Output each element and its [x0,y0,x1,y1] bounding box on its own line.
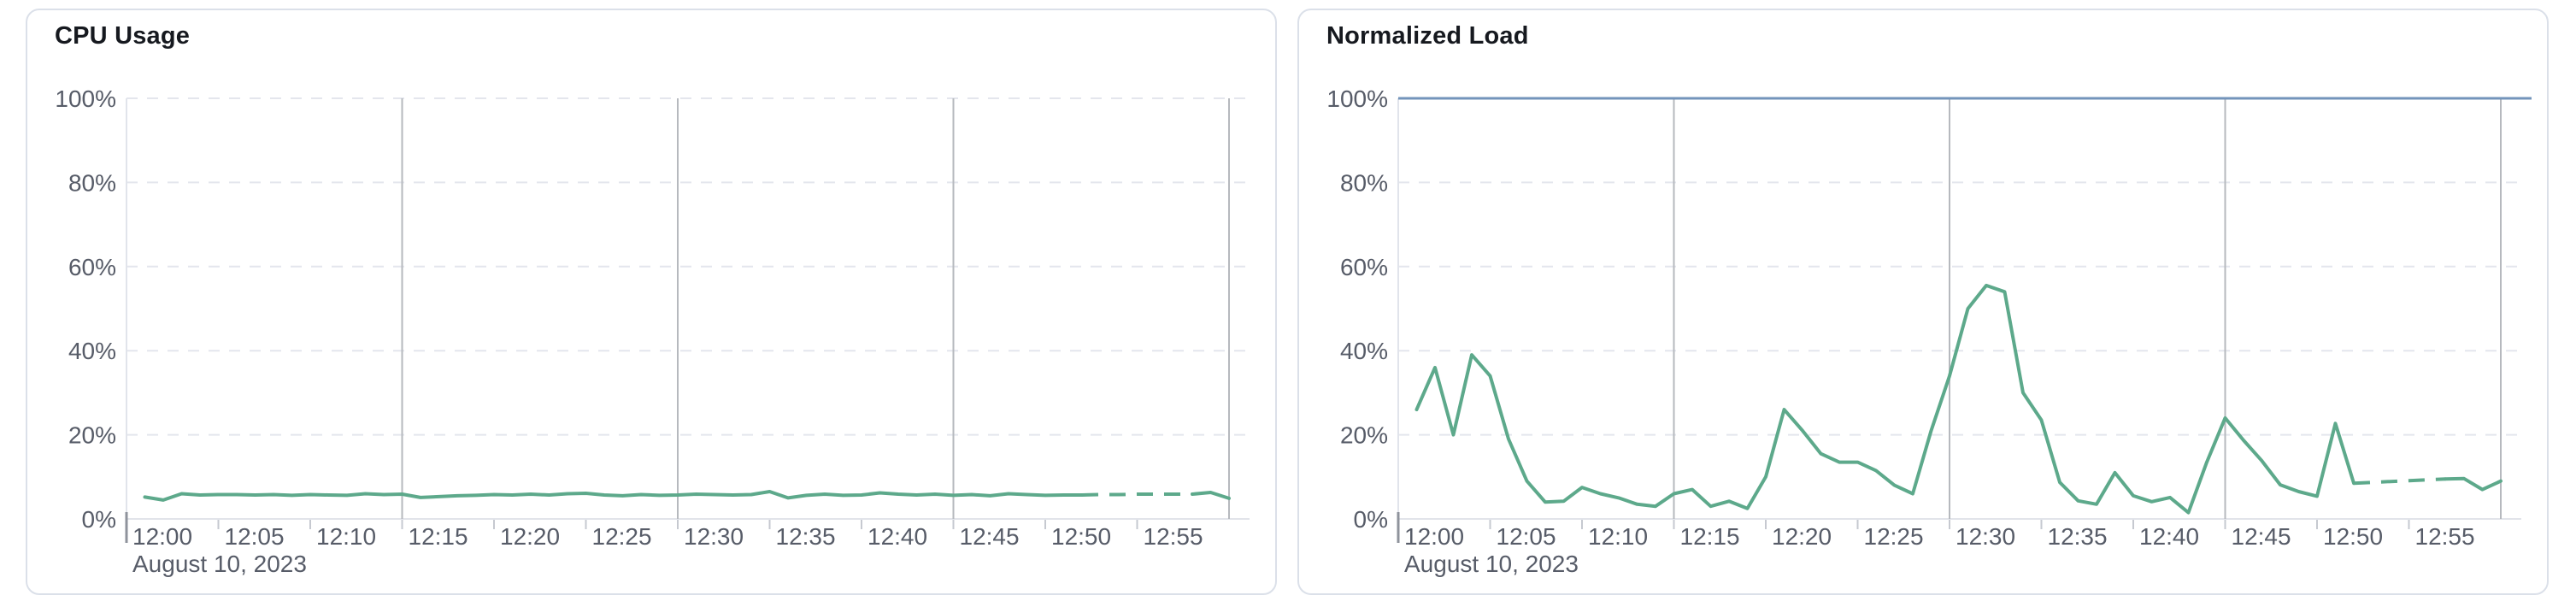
x-axis-tick-label: 12:40 [2139,523,2199,550]
x-axis-tick-label: 12:25 [1864,523,1924,550]
y-axis-tick-label: 40% [1340,338,1388,364]
x-axis-tick-label: 12:20 [500,523,560,550]
series-line-normalized-load-forecast [2353,477,2446,486]
x-axis-tick-label: 12:40 [867,523,927,550]
series-line-normalized-load [2444,476,2502,492]
x-axis-tick-label: 12:20 [1772,523,1832,550]
series-line-cpu-usage [143,490,1084,502]
x-axis-tick-label: 12:10 [1588,523,1648,550]
chart-title-cpu-usage: CPU Usage [55,22,191,50]
chart-card-cpu-usage: CPU Usage 0% 20% 40% 60% 80% 100% 12:00 12:05 12… [26,9,1277,595]
x-axis-tick-label: 12:00 [1404,523,1464,550]
x-axis-tick-label: 12:30 [1956,523,2015,550]
x-axis-tick-label: 12:55 [1144,523,1203,550]
x-axis-tick-label: 12:05 [1497,523,1556,550]
series-line-normalized-load [1414,283,2355,515]
x-axis-tick-label: 12:30 [684,523,744,550]
y-axis-tick-label: 100% [1326,85,1388,112]
x-axis-tick-label: 12:45 [960,523,1020,550]
y-axis-tick-label: 0% [82,506,116,533]
x-axis-tick-label: 12:25 [592,523,652,550]
y-axis-tick-label: 40% [68,338,116,364]
x-axis-tick-label: 12:15 [1680,523,1740,550]
x-axis-tick-label: 12:00 [132,523,192,550]
y-axis-tick-label: 100% [55,85,116,112]
x-axis-tick-label: 12:45 [2232,523,2291,550]
x-axis-tick-label: 12:55 [2415,523,2475,550]
series-line-cpu-usage [1191,491,1231,500]
y-axis-tick-label: 80% [1340,169,1388,196]
x-axis-tick-label: 12:15 [409,523,468,550]
y-axis-tick-label: 20% [68,422,116,449]
chart-title-normalized-load: Normalized Load [1326,22,1529,50]
cpu-usage-chart-plot[interactable]: 0% 20% 40% 60% 80% 100% 12:00 12:05 12:10 12:15 12… [27,10,1279,597]
y-axis-tick-label: 80% [68,169,116,196]
chart-card-normalized-load: Normalized Load 0% 20% 40% 60% 80% 100% 12:00 1… [1297,9,2549,595]
x-axis-tick-label: 12:10 [316,523,376,550]
x-axis-date-label: August 10, 2023 [1404,551,1579,577]
x-axis-tick-label: 12:35 [776,523,836,550]
x-axis-tick-label: 12:05 [225,523,285,550]
x-axis-date-label: August 10, 2023 [132,551,307,577]
x-axis-tick-label: 12:35 [2048,523,2108,550]
y-axis-tick-label: 20% [1340,422,1388,449]
y-axis-tick-label: 60% [1340,254,1388,280]
y-axis-tick-label: 0% [1354,506,1388,533]
x-axis-tick-label: 12:50 [1051,523,1111,550]
series-line-cpu-usage-forecast [1081,492,1192,497]
x-axis-tick-label: 12:50 [2323,523,2383,550]
y-axis-tick-label: 60% [68,254,116,280]
normalized-load-chart-plot[interactable]: 0% 20% 40% 60% 80% 100% 12:00 12:05 12:10 12:15 12… [1299,10,2550,597]
